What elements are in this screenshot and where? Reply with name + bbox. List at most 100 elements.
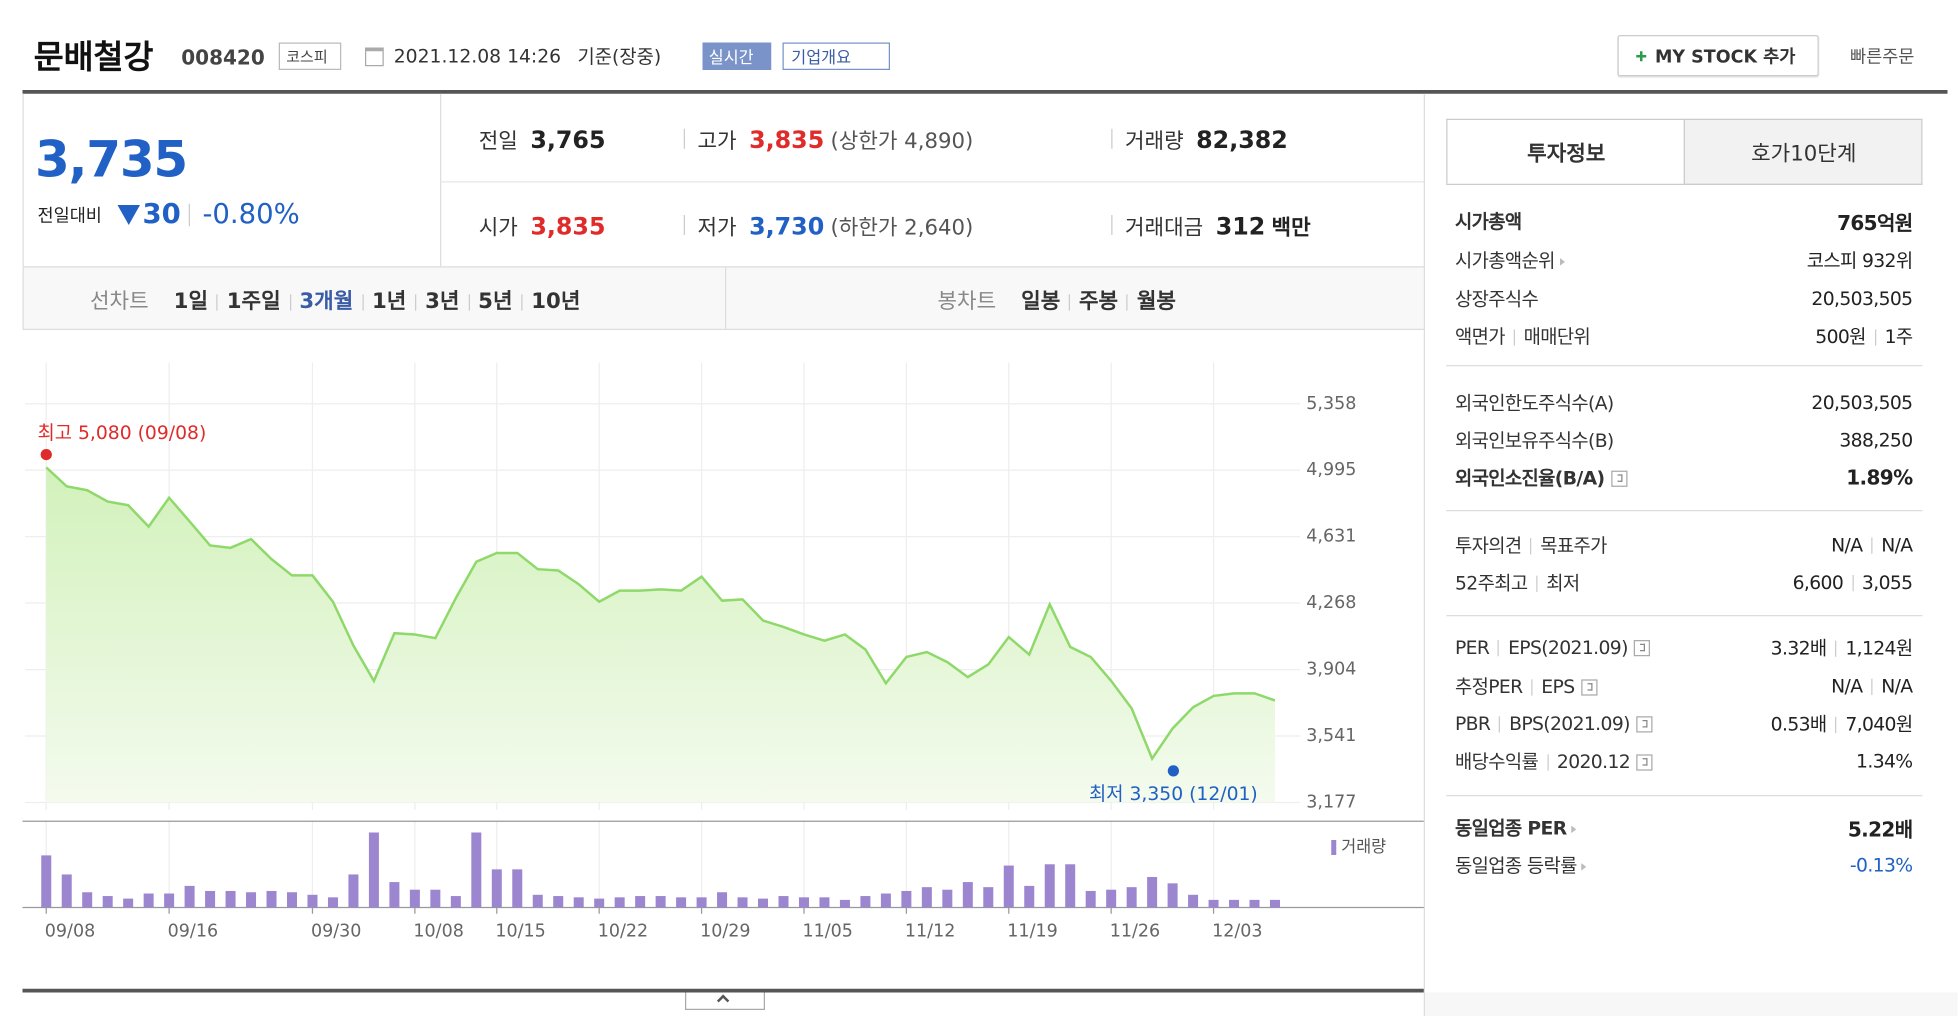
stat-label: 고가 xyxy=(697,129,737,155)
period-tab[interactable]: 3개월 xyxy=(299,289,354,315)
tab-divider xyxy=(725,267,727,329)
collapse-button[interactable] xyxy=(685,992,765,1010)
volume-bar xyxy=(450,896,461,908)
more-arrow[interactable] xyxy=(1581,862,1587,870)
help-icon[interactable] xyxy=(1636,754,1653,771)
stat-value: 82,382 xyxy=(1196,126,1288,155)
value-part: N/A xyxy=(1831,533,1863,557)
label-sep xyxy=(1536,575,1538,592)
volume-bar xyxy=(614,897,625,908)
extreme-label: 최고 5,080 (09/08) xyxy=(38,422,207,444)
label-part: 추정PER xyxy=(1455,675,1523,699)
volume-bar xyxy=(553,896,564,908)
volume-bar xyxy=(798,897,809,908)
tab-sep xyxy=(289,293,291,310)
legend-swatch xyxy=(1331,840,1337,855)
volume-bar xyxy=(942,889,953,908)
y-tick-label: 3,541 xyxy=(1306,726,1356,746)
info-label: 52주최고 최저 xyxy=(1455,569,1580,595)
volume-bar xyxy=(880,893,891,908)
value-part: 0.53배 xyxy=(1770,713,1827,736)
volume-bar xyxy=(491,869,502,908)
stats-divider xyxy=(440,181,1425,183)
realtime: 실시간 xyxy=(708,49,754,69)
value-part: 20,503,505 xyxy=(1811,391,1913,414)
value-part: 3.32배 xyxy=(1770,636,1827,660)
help-icon[interactable] xyxy=(1610,470,1627,487)
stat: 전일 3,765 xyxy=(478,123,606,155)
volume-bar xyxy=(205,890,216,908)
volume-bar xyxy=(512,869,523,908)
tab-active[interactable] xyxy=(1446,118,1685,185)
my-stock-button[interactable] xyxy=(1617,35,1819,77)
tab-sep xyxy=(468,293,470,310)
label-part: 최저 xyxy=(1546,571,1580,595)
extreme-marker xyxy=(40,448,52,461)
volume-bar xyxy=(696,897,707,908)
x-tick-label: 10/08 xyxy=(413,921,463,941)
value-part: 1,124원 xyxy=(1845,636,1913,660)
period-tab[interactable]: 5년 xyxy=(478,289,513,315)
quote-border xyxy=(22,93,1426,267)
period-tab[interactable]: 월봉 xyxy=(1136,289,1176,315)
quick-order[interactable]: 빠른주문 xyxy=(1850,47,1915,68)
info-label: 상장주식수 xyxy=(1455,286,1539,312)
help-icon[interactable] xyxy=(1580,679,1597,696)
help-icon[interactable] xyxy=(1634,640,1651,657)
volume-bar xyxy=(1085,890,1096,908)
volume-bar xyxy=(348,874,359,908)
change-pct: -0.80% xyxy=(202,199,300,231)
info-label: 동일업종 등락률 xyxy=(1455,852,1587,878)
label-part: 동일업종 PER xyxy=(1455,816,1567,840)
stat-sep xyxy=(683,128,685,149)
period-tab[interactable]: 주봉 xyxy=(1079,289,1119,315)
sidebar-tab[interactable]: 투자정보 xyxy=(1527,141,1606,167)
period-tab[interactable]: 일봉 xyxy=(1021,289,1061,315)
x-tick-label: 10/29 xyxy=(700,921,750,941)
volume-bar xyxy=(1065,864,1076,908)
my-stock[interactable]: MY STOCK 추가 xyxy=(1655,47,1796,68)
volume-bar xyxy=(778,896,789,908)
volume-bar xyxy=(246,892,257,908)
info-label: 시가총액순위 xyxy=(1455,247,1565,273)
tab-inactive[interactable] xyxy=(1683,118,1923,185)
label-sep xyxy=(1530,538,1532,555)
tab-sep xyxy=(521,293,523,310)
y-tick-label: 4,995 xyxy=(1306,460,1356,480)
help-icon[interactable] xyxy=(1636,716,1653,733)
info-value: -0.13% xyxy=(1850,854,1913,877)
info-value: 20,503,505 xyxy=(1811,391,1913,414)
overview-button[interactable] xyxy=(782,42,890,70)
overview[interactable]: 기업개요 xyxy=(791,49,852,69)
info-value: 500원 1주 xyxy=(1815,323,1913,349)
period-tab[interactable]: 1일 xyxy=(173,289,208,315)
period-tab[interactable]: 10년 xyxy=(531,289,581,315)
value-part: 500원 xyxy=(1815,325,1866,349)
stat-label: 저가 xyxy=(697,215,737,241)
info-value: 코스피 932위 xyxy=(1807,247,1913,273)
info-label: 시가총액 xyxy=(1455,208,1522,234)
value-part: 1.89% xyxy=(1846,465,1913,490)
sidebar-tab[interactable]: 호가10단계 xyxy=(1751,141,1857,167)
x-tick-label: 09/08 xyxy=(45,921,95,941)
stat-label: 전일 xyxy=(478,129,518,155)
down-triangle xyxy=(117,205,140,225)
more-arrow[interactable] xyxy=(1559,257,1565,265)
label-sep xyxy=(1499,716,1501,733)
value-sep xyxy=(1871,537,1873,554)
label-part: 액면가 xyxy=(1455,325,1506,349)
value-part: 5.22배 xyxy=(1847,817,1913,842)
group-sep xyxy=(1446,615,1923,617)
period-tab[interactable]: 1주일 xyxy=(226,289,281,315)
label-sep xyxy=(1498,640,1500,657)
info-value: N/A N/A xyxy=(1831,675,1913,698)
volume-bar xyxy=(184,885,195,908)
volume-bar xyxy=(983,887,994,908)
stat-value: 3,835 xyxy=(530,213,606,241)
stat-label: 거래량 xyxy=(1125,129,1184,155)
realtime-badge xyxy=(702,42,772,70)
volume-bar xyxy=(430,889,441,908)
period-tab[interactable]: 3년 xyxy=(425,289,460,315)
period-tab[interactable]: 1년 xyxy=(372,289,407,315)
more-arrow[interactable] xyxy=(1571,825,1577,833)
